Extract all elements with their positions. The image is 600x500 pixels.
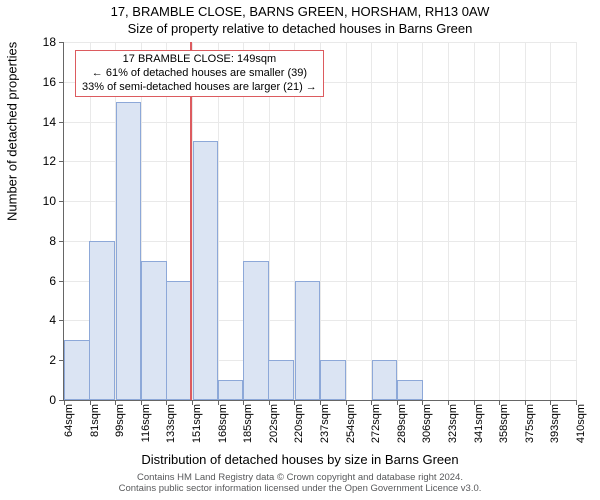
histogram-bar [320,360,346,400]
footer-line-2: Contains public sector information licen… [0,484,600,495]
histogram-bar [397,380,423,400]
gridline-vertical [474,42,475,400]
histogram-bar [372,360,398,400]
xtick-label: 99sqm [114,404,126,444]
xtick-label: 410sqm [575,404,587,444]
histogram-bar [243,261,269,400]
xtick-label: 151sqm [191,404,203,444]
ytick-mark [59,42,64,43]
histogram-bar [295,281,321,400]
histogram-bar [64,340,90,400]
ytick-mark [59,201,64,202]
ytick-label: 10 [16,194,56,208]
ytick-mark [59,320,64,321]
ytick-mark [59,281,64,282]
ytick-label: 6 [16,274,56,288]
gridline-vertical [371,42,372,400]
gridline-vertical [397,42,398,400]
gridline-vertical [525,42,526,400]
xtick-label: 393sqm [549,404,561,444]
gridline-vertical [422,42,423,400]
xtick-label: 375sqm [524,404,536,444]
xtick-label: 185sqm [242,404,254,444]
histogram-bar [141,261,167,400]
annotation-line-1: 17 BRAMBLE CLOSE: 149sqm [82,53,317,67]
ytick-mark [59,122,64,123]
xtick-label: 133sqm [165,404,177,444]
ytick-mark [59,82,64,83]
histogram-bar [193,141,219,400]
ytick-label: 4 [16,313,56,327]
xtick-label: 358sqm [498,404,510,444]
histogram-bar [218,380,244,400]
annotation-line-3: 33% of semi-detached houses are larger (… [82,81,317,95]
ytick-label: 8 [16,234,56,248]
gridline-vertical [448,42,449,400]
chart-container: 17, BRAMBLE CLOSE, BARNS GREEN, HORSHAM,… [0,0,600,500]
ytick-label: 18 [16,35,56,49]
histogram-bar [268,360,294,400]
ytick-label: 2 [16,353,56,367]
ytick-label: 0 [16,393,56,407]
ytick-mark [59,241,64,242]
gridline-vertical [550,42,551,400]
histogram-bar [166,281,192,400]
xtick-label: 64sqm [63,404,75,444]
footer: Contains HM Land Registry data © Crown c… [0,473,600,495]
histogram-bar [89,241,115,400]
histogram-bar [116,102,142,400]
gridline-vertical [576,42,577,400]
ytick-label: 16 [16,75,56,89]
title-line-1: 17, BRAMBLE CLOSE, BARNS GREEN, HORSHAM,… [0,4,600,19]
ytick-label: 12 [16,154,56,168]
xtick-label: 116sqm [140,404,152,444]
gridline-vertical [346,42,347,400]
x-axis-title: Distribution of detached houses by size … [0,452,600,467]
xtick-label: 81sqm [89,404,101,444]
gridline-vertical [499,42,500,400]
xtick-label: 323sqm [447,404,459,444]
xtick-label: 237sqm [319,404,331,444]
xtick-label: 168sqm [217,404,229,444]
xtick-label: 272sqm [370,404,382,444]
xtick-label: 202sqm [268,404,280,444]
ytick-mark [59,161,64,162]
xtick-label: 254sqm [345,404,357,444]
title-line-2: Size of property relative to detached ho… [0,21,600,36]
ytick-label: 14 [16,115,56,129]
xtick-label: 341sqm [473,404,485,444]
xtick-label: 289sqm [396,404,408,444]
annotation-line-2: ← 61% of detached houses are smaller (39… [82,67,317,81]
xtick-label: 306sqm [421,404,433,444]
annotation-box: 17 BRAMBLE CLOSE: 149sqm ← 61% of detach… [75,50,324,97]
xtick-label: 220sqm [293,404,305,444]
